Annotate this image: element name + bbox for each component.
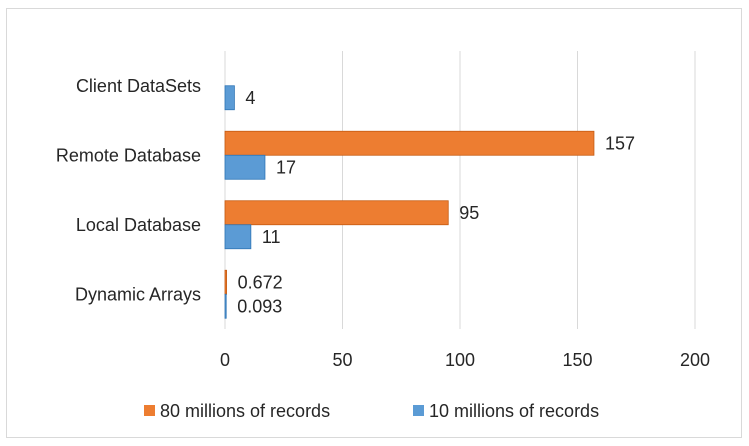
category-label-local-database: Local Database (76, 215, 201, 235)
category-label-dynamic-arrays: Dynamic Arrays (75, 284, 201, 304)
bar-chart: 4 157 17 95 11 0.672 0.093 0 50 100 150 200 Client … (56, 51, 710, 421)
category-label-remote-database: Remote Database (56, 145, 201, 165)
bar-local-database-10-millions-of-records (224, 224, 252, 250)
data-label-local-database-80-millions-of-records: 95 (459, 203, 479, 223)
x-tick-label-150: 150 (562, 350, 592, 370)
x-tick-label-200: 200 (680, 350, 710, 370)
category-label-client-datasets: Client DataSets (76, 76, 201, 96)
data-label-remote-database-80-millions-of-records: 157 (605, 133, 635, 153)
data-label-dynamic-arrays-80-millions-of-records: 0.672 (238, 272, 283, 292)
legend-label-80-millions-of-records: 80 millions of records (160, 401, 330, 421)
x-tick-label-100: 100 (445, 350, 475, 370)
data-label-dynamic-arrays-10-millions-of-records: 0.093 (237, 296, 282, 316)
data-label-local-database-10-millions-of-records: 11 (262, 227, 281, 247)
bar-client-datasets-10-millions-of-records (224, 85, 235, 111)
legend-swatch-80-millions-of-records (144, 405, 155, 416)
bar-remote-database-80-millions-of-records (224, 130, 595, 156)
bar-dynamic-arrays-10-millions-of-records (224, 293, 227, 319)
x-tick-label-0: 0 (220, 350, 230, 370)
data-label-client-datasets-10-millions-of-records: 4 (245, 88, 255, 108)
legend-label-10-millions-of-records: 10 millions of records (429, 401, 599, 421)
bar-dynamic-arrays-80-millions-of-records (224, 269, 227, 295)
bar-remote-database-10-millions-of-records (224, 154, 266, 180)
legend-swatch-10-millions-of-records (413, 405, 424, 416)
x-tick-label-50: 50 (332, 350, 352, 370)
data-label-remote-database-10-millions-of-records: 17 (276, 157, 296, 177)
bar-local-database-80-millions-of-records (224, 200, 449, 226)
chart-frame: 4 157 17 95 11 0.672 0.093 0 50 100 150 200 Client … (6, 8, 742, 438)
